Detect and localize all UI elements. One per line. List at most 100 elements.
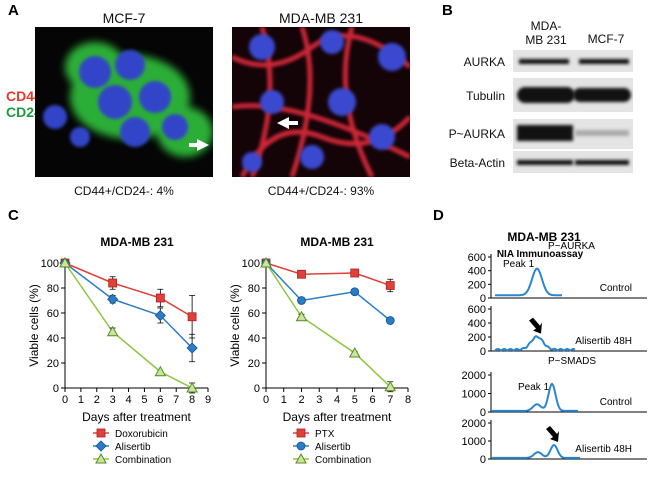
series-line-combination [265,262,391,388]
data-point [154,365,167,377]
y-tick-label: 400 [468,266,486,278]
blot-actin [513,151,633,173]
x-tick-label: 9 [205,394,211,406]
condition-label: Control [600,283,632,294]
mcf7-title: MCF-7 [102,10,146,26]
x-tick-label: 4 [125,394,131,406]
y-tick-label: 60 [248,308,260,320]
y-tick-label: 100 [242,258,260,270]
series-line-alisertib [265,262,391,322]
trace-line [494,335,576,352]
trace-line [492,382,578,412]
peak-label: Peak 1 [518,382,550,393]
immunoassay-title: MDA-MB 231 [507,230,581,244]
y-axis-label: Viable cells (%) [228,284,242,366]
x-tick-label: 0 [263,394,269,406]
y-tick-label: 2000 [462,370,486,382]
legend-marker [295,452,307,464]
analyte-label: P~SMADS [548,356,596,367]
chart-title: MDA-MB 231 [100,235,174,249]
x-tick-label: 6 [157,394,163,406]
y-tick-label: 1000 [462,436,486,448]
x-tick-label: 7 [387,394,393,406]
y-tick-label: 600 [468,252,486,264]
analyte-label: P~AURKA [548,241,595,252]
y-tick-label: 0 [254,383,260,395]
data-point [295,310,308,322]
data-point [297,296,306,305]
series-line-doxorubicin [64,262,193,318]
y-tick-label: 600 [468,304,486,316]
data-point [186,342,198,354]
x-tick-label: 8 [405,394,411,406]
x-tick-label: 1 [78,394,84,406]
blot-col-mcf7: MCF-7 [587,32,625,46]
data-point [186,381,198,393]
legend-label: Combination [115,455,171,466]
x-axis-label: Days after treatment [82,410,191,424]
y-tick-label: 0 [480,407,486,419]
y-tick-label: 0 [480,293,486,305]
y-tick-label: 40 [248,333,260,345]
x-tick-label: 1 [281,394,287,406]
y-tick-label: 200 [468,332,486,344]
immunoassay-subtitle: NIA Immunoassay [497,249,584,260]
y-tick-label: 80 [47,283,59,295]
mda-micrograph [232,27,410,177]
y-tick-label: 2000 [462,418,486,430]
mda-caption: CD44+/CD24-: 93% [267,184,375,198]
x-tick-label: 8 [189,394,195,406]
legend-label: Alisertib [315,442,351,453]
legend-label: Alisertib [115,442,151,453]
data-point [106,325,119,337]
series-line-combination [64,262,193,389]
y-tick-label: 40 [47,333,59,345]
y-tick-label: 1000 [462,389,486,401]
legend-marker [96,428,106,438]
mcf7-micrograph [35,27,213,177]
cd24-legend: CD24 [6,104,42,120]
legend-marker [296,441,306,451]
y-tick-label: 20 [248,358,260,370]
cd44-legend: CD44 [6,88,42,104]
y-axis-label: Viable cells (%) [27,284,41,366]
y-tick-label: 200 [468,279,486,291]
legend-marker [95,452,107,464]
data-point [155,293,165,303]
trace-line [492,443,580,459]
condition-label: Alisertib 48H [575,336,632,347]
legend-marker [95,440,107,452]
data-point [385,281,395,290]
x-tick-label: 3 [316,394,322,406]
col-label-line2: MB 231 [525,33,567,47]
x-tick-label: 3 [110,394,116,406]
data-point [108,278,118,288]
x-tick-label: 4 [334,394,340,406]
condition-label: Control [600,397,632,408]
panel-c-letter: C [8,207,19,224]
data-point [154,309,166,322]
y-tick-label: 0 [53,383,59,395]
mda-title: MDA-MB 231 [278,10,364,26]
y-tick-label: 20 [47,358,59,370]
blot-col-mda: MDA- MB 231 [515,19,577,47]
x-tick-label: 5 [141,394,147,406]
blot-aurka [513,50,633,72]
col-label-line1: MDA- [530,19,562,33]
x-axis-label: Days after treatment [283,410,392,424]
x-tick-label: 5 [352,394,358,406]
mcf7-caption: CD44+/CD24-: 4% [74,184,174,198]
panel-b-letter: B [442,2,453,19]
x-tick-label: 2 [298,394,304,406]
panel-a-letter: A [8,2,19,19]
y-tick-label: 0 [480,454,486,466]
y-tick-label: 60 [47,308,59,320]
data-point [348,346,361,358]
data-point [187,312,197,322]
data-point [260,256,272,268]
data-point [297,269,306,279]
data-point [384,380,397,392]
y-tick-label: 80 [248,283,260,295]
panel-d-letter: D [433,207,444,224]
